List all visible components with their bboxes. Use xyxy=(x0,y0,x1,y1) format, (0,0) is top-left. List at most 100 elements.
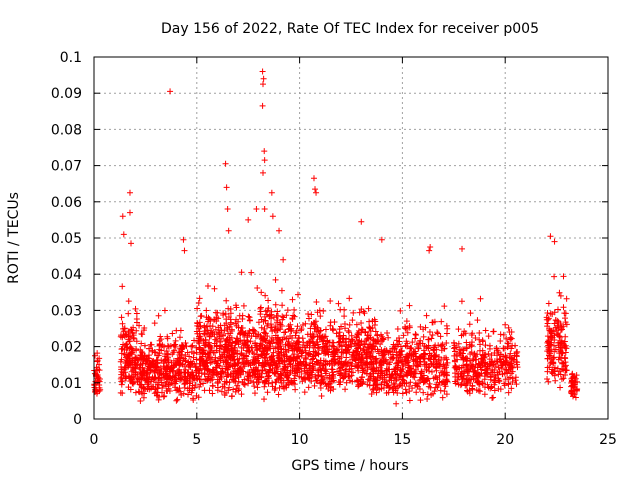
data-point xyxy=(311,382,318,389)
data-point xyxy=(166,374,173,381)
data-point xyxy=(247,378,254,385)
data-point xyxy=(205,373,212,380)
data-point xyxy=(141,352,148,359)
data-point xyxy=(259,352,266,359)
data-point xyxy=(424,391,431,398)
data-point xyxy=(405,357,412,364)
data-point xyxy=(221,392,228,399)
data-point xyxy=(190,372,197,379)
data-point xyxy=(563,295,570,302)
data-point xyxy=(298,326,305,333)
data-point xyxy=(159,382,166,389)
data-point xyxy=(245,373,252,380)
data-point xyxy=(507,334,514,341)
data-point xyxy=(366,324,373,331)
data-point xyxy=(345,373,352,380)
data-point xyxy=(319,347,326,354)
data-point xyxy=(267,367,274,374)
data-point xyxy=(314,377,321,384)
data-point xyxy=(274,344,281,351)
data-point xyxy=(545,300,552,307)
data-point xyxy=(422,378,429,385)
data-point xyxy=(513,381,520,388)
data-point-outlier xyxy=(261,148,268,155)
data-point xyxy=(386,366,393,373)
data-point xyxy=(356,337,363,344)
data-point xyxy=(321,334,328,341)
data-point xyxy=(248,269,255,276)
data-point xyxy=(443,330,450,337)
data-point xyxy=(429,319,436,326)
data-point xyxy=(343,379,350,386)
data-point xyxy=(333,330,340,337)
data-point xyxy=(349,378,356,385)
data-point xyxy=(138,330,145,337)
data-point xyxy=(199,350,206,357)
data-point xyxy=(458,298,465,305)
data-point xyxy=(367,328,374,335)
data-point xyxy=(463,366,470,373)
data-point xyxy=(267,340,274,347)
data-point xyxy=(392,365,399,372)
data-point xyxy=(317,380,324,387)
data-point xyxy=(265,305,272,312)
data-point xyxy=(117,333,124,340)
data-point xyxy=(455,340,462,347)
data-point xyxy=(123,354,130,361)
data-point xyxy=(499,371,506,378)
data-point xyxy=(225,330,232,337)
data-point xyxy=(403,325,410,332)
data-point xyxy=(455,326,462,333)
x-tick-label: 25 xyxy=(599,432,617,448)
data-point xyxy=(278,370,285,377)
data-point xyxy=(282,341,289,348)
data-point xyxy=(502,321,509,328)
data-point xyxy=(402,386,409,393)
data-point xyxy=(232,320,239,327)
data-point xyxy=(476,371,483,378)
data-point-outlier xyxy=(126,189,133,196)
data-point xyxy=(119,320,126,327)
data-point xyxy=(96,367,103,374)
data-point xyxy=(338,323,345,330)
data-point xyxy=(325,351,332,358)
data-point xyxy=(562,349,569,356)
data-point xyxy=(406,302,413,309)
data-point xyxy=(499,353,506,360)
data-point xyxy=(189,377,196,384)
data-point xyxy=(387,359,394,366)
data-point xyxy=(270,336,277,343)
data-point xyxy=(196,295,203,302)
data-point xyxy=(312,361,319,368)
data-point xyxy=(404,354,411,361)
data-point xyxy=(262,308,269,315)
data-point xyxy=(188,348,195,355)
data-point xyxy=(327,387,334,394)
data-point xyxy=(359,365,366,372)
data-point xyxy=(373,338,380,345)
data-point xyxy=(181,381,188,388)
data-point xyxy=(191,384,198,391)
data-point xyxy=(262,330,269,337)
data-point xyxy=(217,371,224,378)
data-point xyxy=(504,343,511,350)
data-point-outlier xyxy=(358,218,365,225)
data-point xyxy=(204,360,211,367)
data-point xyxy=(201,370,208,377)
data-point xyxy=(494,358,501,365)
data-point xyxy=(493,345,500,352)
data-point xyxy=(244,337,251,344)
data-point xyxy=(265,297,272,304)
data-point xyxy=(545,338,552,345)
data-point xyxy=(142,377,149,384)
data-point xyxy=(177,361,184,368)
data-point xyxy=(256,343,263,350)
data-point xyxy=(553,327,560,334)
data-point xyxy=(439,378,446,385)
data-point xyxy=(240,302,247,309)
data-point xyxy=(295,364,302,371)
data-point xyxy=(239,315,246,322)
data-point xyxy=(204,318,211,325)
data-point xyxy=(425,355,432,362)
